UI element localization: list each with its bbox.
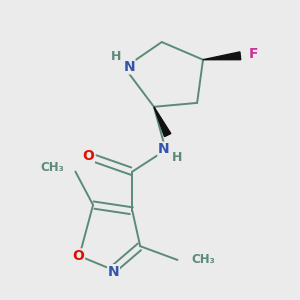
- Text: H: H: [111, 50, 121, 63]
- Text: N: N: [108, 265, 119, 279]
- Polygon shape: [203, 52, 241, 60]
- Text: N: N: [123, 60, 135, 74]
- Text: CH₃: CH₃: [191, 254, 215, 266]
- Polygon shape: [154, 107, 171, 136]
- Text: F: F: [249, 47, 258, 61]
- Text: O: O: [82, 149, 94, 163]
- Text: CH₃: CH₃: [40, 161, 64, 174]
- Text: O: O: [73, 249, 85, 263]
- Text: N: N: [158, 142, 170, 156]
- Text: H: H: [172, 151, 183, 164]
